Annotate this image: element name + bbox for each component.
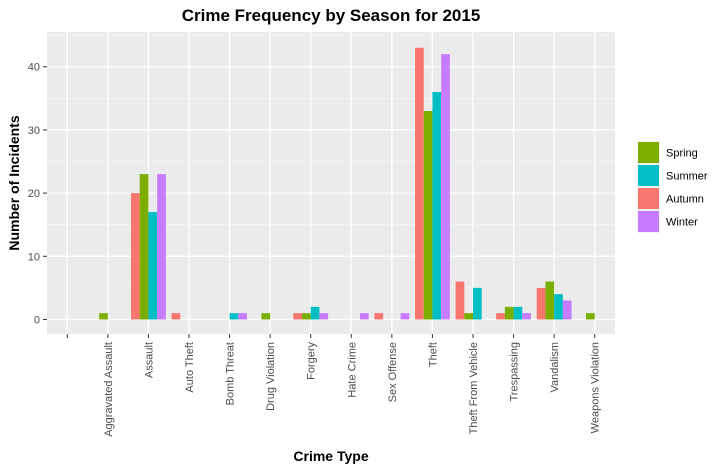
x-tick-label: Trespassing — [509, 342, 521, 402]
x-tick-label: Auto Theft — [184, 342, 196, 393]
bar-winter — [400, 313, 410, 320]
bar-autumn — [415, 47, 424, 320]
bar-summer — [148, 212, 158, 320]
bar-spring — [586, 313, 595, 320]
bar-spring — [302, 313, 311, 320]
bar-spring — [464, 313, 473, 320]
x-tick-label: Theft — [427, 342, 439, 367]
x-tick-label: Aggravated Assault — [103, 342, 115, 437]
bar-winter — [157, 174, 166, 320]
bar-winter — [238, 313, 247, 320]
x-tick-label: Weapons Violation — [590, 342, 602, 433]
legend-swatch-spring — [638, 142, 659, 163]
legend-swatch-summer — [638, 165, 659, 186]
x-tick-label: Bomb Threat — [225, 342, 237, 405]
y-tick-label: 0 — [34, 314, 40, 326]
bar-winter — [522, 313, 531, 320]
bar-winter — [359, 313, 369, 320]
bars — [99, 47, 595, 320]
bar-winter — [441, 54, 450, 320]
bar-summer — [310, 306, 320, 320]
x-tick-label: Sex Offense — [387, 342, 399, 402]
bar-autumn — [496, 313, 505, 320]
x-tick-label: Theft From Vehicle — [468, 342, 480, 434]
x-axis-title: Crime Type — [293, 448, 368, 464]
legend-label: Spring — [666, 148, 698, 160]
bar-spring — [261, 313, 271, 320]
bar-winter — [319, 313, 329, 320]
legend: Spring Summer Autumn Winter — [637, 141, 708, 233]
x-tick-label: Vandalism — [549, 342, 561, 393]
legend-label: Winter — [666, 217, 698, 229]
bar-summer — [473, 287, 482, 320]
bar-summer — [432, 92, 442, 320]
legend-swatch-autumn — [638, 188, 659, 209]
x-tick-label: Drug Violation — [265, 342, 277, 411]
bar-spring — [545, 281, 555, 320]
bar-autumn — [374, 313, 384, 320]
bar-autumn — [293, 313, 303, 320]
y-tick-label: 30 — [28, 125, 40, 137]
bar-spring — [99, 313, 108, 320]
chart-title: Crime Frequency by Season for 2015 — [182, 6, 481, 25]
bar-autumn — [536, 287, 546, 320]
bar-autumn — [131, 193, 140, 320]
bar-summer — [554, 294, 563, 320]
bar-autumn — [171, 313, 181, 320]
legend-label: Summer — [666, 171, 708, 183]
y-tick-label: 10 — [28, 251, 40, 263]
x-tick-label: Assault — [143, 342, 155, 378]
bar-winter — [562, 300, 572, 320]
y-tick-label: 40 — [28, 62, 40, 74]
bar-spring — [139, 174, 149, 320]
x-tick-label: Hate Crime — [346, 342, 358, 398]
y-tick-label: 20 — [28, 188, 40, 200]
y-axis: 0 10 20 30 40 — [28, 62, 47, 326]
x-tick-label: Forgery — [306, 342, 318, 380]
bar-spring — [504, 306, 514, 320]
x-axis: Aggravated Assault Assault Auto Theft Bomb … — [66, 334, 602, 437]
legend-swatch-winter — [638, 211, 659, 232]
y-axis-title: Number of Incidents — [6, 115, 22, 251]
bar-summer — [229, 313, 239, 320]
legend-label: Autumn — [666, 194, 704, 206]
bar-autumn — [455, 281, 465, 320]
bar-summer — [513, 306, 523, 320]
bar-spring — [423, 110, 433, 320]
